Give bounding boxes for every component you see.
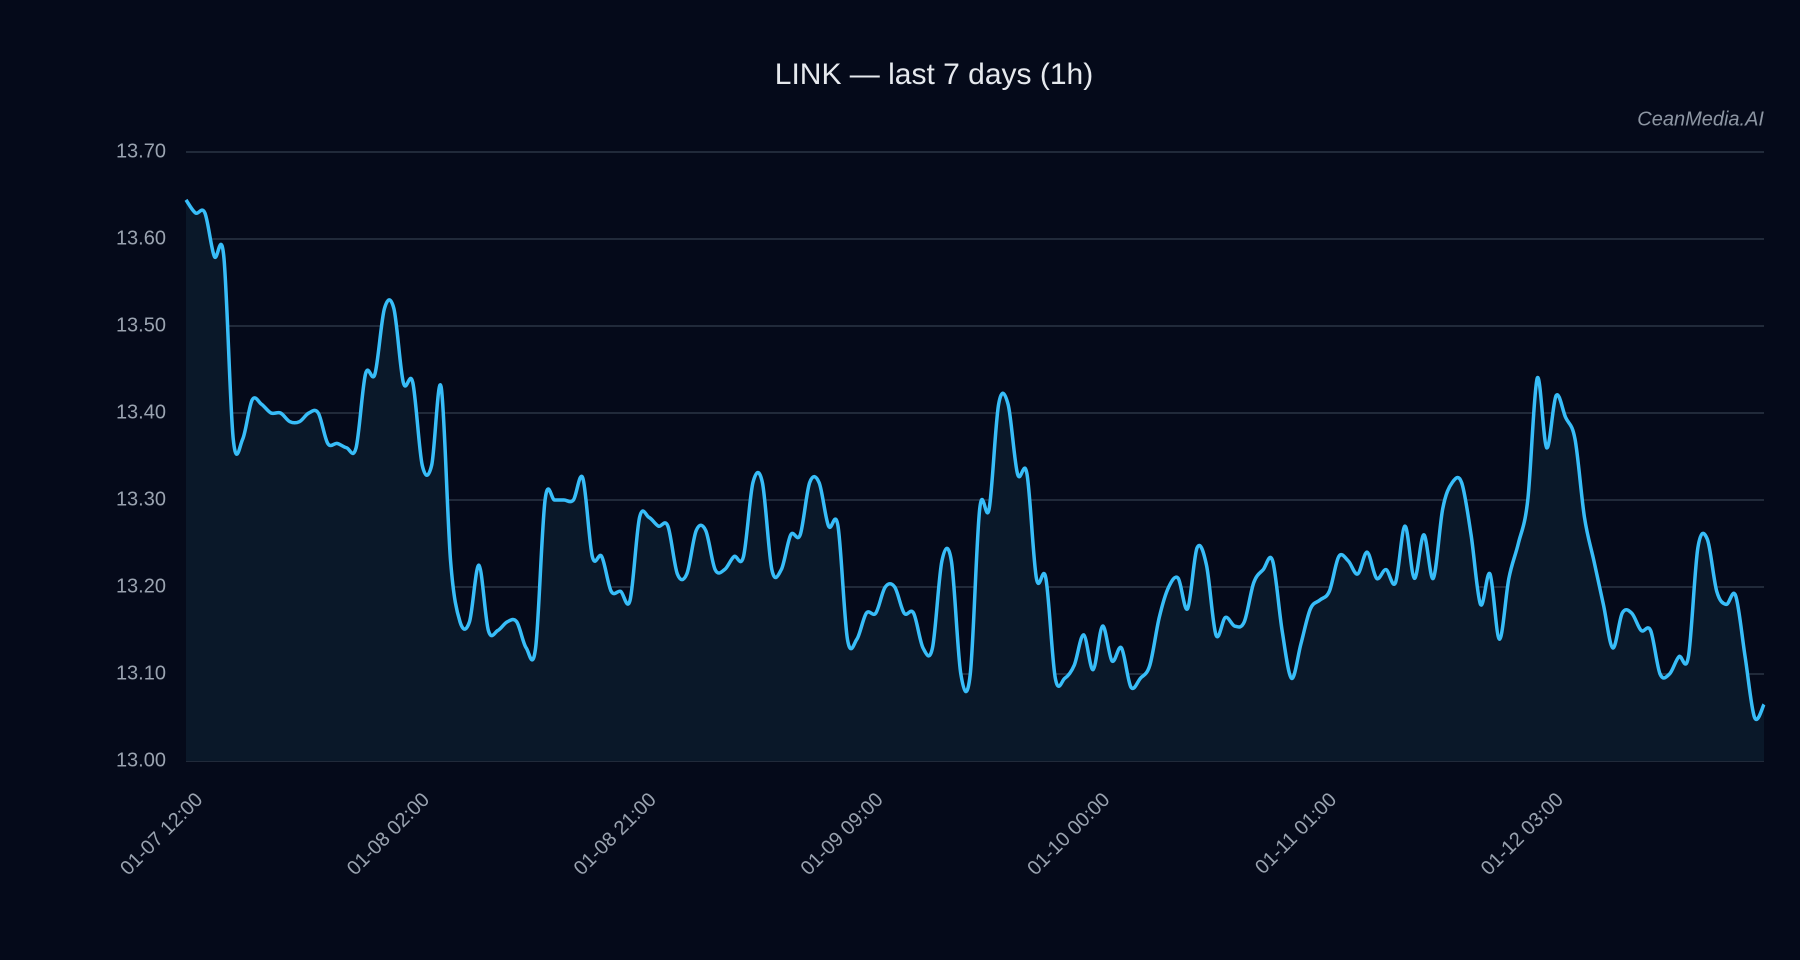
y-tick-label: 13.20 xyxy=(116,575,166,597)
area-fill xyxy=(186,199,1764,762)
y-tick-label: 13.40 xyxy=(116,401,166,423)
y-tick-label: 13.10 xyxy=(116,662,166,684)
price-line xyxy=(184,198,1766,722)
watermark: CeanMedia.AI xyxy=(1637,108,1764,130)
y-tick-label: 13.00 xyxy=(116,749,166,771)
y-tick-label: 13.50 xyxy=(116,314,166,336)
y-tick-label: 13.60 xyxy=(116,227,166,249)
y-tick-label: 13.70 xyxy=(116,140,166,162)
y-tick-label: 13.30 xyxy=(116,488,166,510)
chart-title: LINK — last 7 days (1h) xyxy=(775,58,1093,91)
